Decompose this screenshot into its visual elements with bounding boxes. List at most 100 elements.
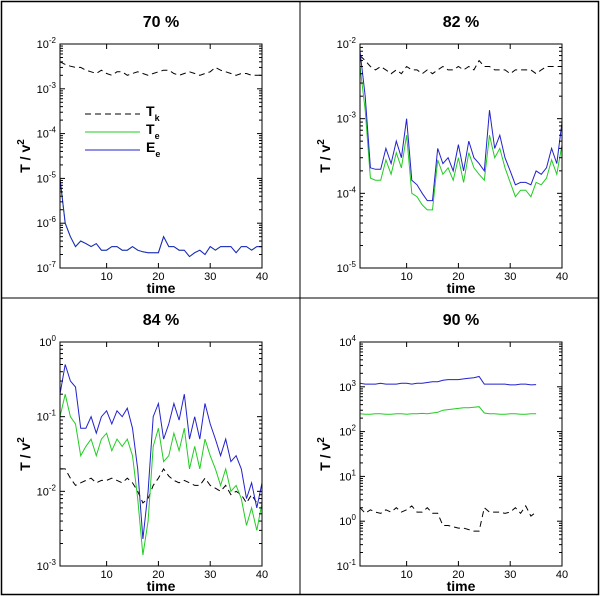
series-line (359, 504, 537, 532)
series-line (359, 375, 537, 386)
y-tick-exp: -2 (49, 36, 57, 45)
x-tick-label: 10 (400, 569, 412, 581)
y-tick-base: 10 (339, 516, 351, 528)
legend-sub: k (155, 113, 161, 123)
y-tick-label: 102 (339, 424, 356, 439)
y-axis-label-text: T / v (317, 145, 333, 173)
y-axis-label-text: T / v (317, 443, 333, 471)
y-tick-exp: -1 (349, 558, 357, 567)
legend-sub: e (155, 131, 160, 141)
x-tick-label: 40 (256, 271, 268, 283)
x-tick-label: 20 (152, 569, 164, 581)
panel: 70 %10-710-610-510-410-310-210 20 30 40time… (16, 14, 268, 296)
x-axis-label: time (147, 578, 176, 594)
y-tick-label: 103 (339, 379, 356, 394)
y-tick-exp: 0 (352, 513, 357, 522)
y-tick-base: 10 (337, 188, 349, 200)
y-axis-label-text: T / v (17, 443, 33, 471)
x-tick-label: 20 (152, 271, 164, 283)
y-tick-base: 10 (37, 263, 49, 275)
y-tick-exp: -2 (49, 483, 57, 492)
legend-label: Ee (146, 139, 160, 159)
series-line (359, 406, 537, 415)
x-tick-label: 10 (100, 271, 112, 283)
series-line (359, 55, 562, 75)
series-line (59, 178, 262, 258)
y-tick-label: 10-7 (37, 260, 57, 275)
legend-name: E (146, 139, 155, 155)
y-tick-base: 10 (37, 561, 49, 573)
series-line (359, 51, 563, 202)
x-tick-label: 10 (100, 569, 112, 581)
y-tick-base: 10 (337, 114, 349, 126)
y-tick-exp: -5 (349, 260, 357, 269)
plot-frame (359, 43, 563, 269)
y-tick-base: 10 (37, 39, 49, 51)
y-axis-label: T / v2 (316, 139, 333, 173)
x-tick-label: 40 (556, 569, 568, 581)
x-tick-label: 30 (504, 271, 516, 283)
x-tick-label: 40 (256, 569, 268, 581)
chart-title: 82 % (443, 14, 479, 31)
y-tick-label: 10-5 (337, 260, 357, 275)
x-axis-label: time (447, 578, 476, 594)
series-line (59, 394, 263, 556)
plot-frame (59, 43, 263, 269)
y-tick-exp: -7 (49, 260, 57, 269)
x-tick-label: 30 (204, 569, 216, 581)
y-tick-base: 10 (39, 337, 51, 349)
y-axis-label-sup: 2 (16, 139, 27, 145)
y-tick-label: 10-6 (37, 215, 57, 230)
y-tick-label: 10-4 (337, 185, 357, 200)
y-tick-exp: -1 (49, 409, 57, 418)
y-axis-label: T / v2 (316, 437, 333, 471)
chart-title: 84 % (143, 312, 179, 329)
x-tick-label: 30 (504, 569, 516, 581)
legend-label: Te (146, 121, 160, 141)
y-tick-base: 10 (37, 412, 49, 424)
series-line (59, 364, 263, 540)
y-tick-label: 10-2 (337, 36, 357, 51)
y-tick-base: 10 (339, 337, 351, 349)
x-tick-label: 40 (556, 271, 568, 283)
y-tick-base: 10 (339, 471, 351, 483)
y-tick-exp: 1 (352, 468, 357, 477)
y-tick-exp: -2 (349, 36, 357, 45)
plot-frame (59, 341, 263, 567)
y-tick-exp: -4 (349, 185, 357, 194)
y-tick-base: 10 (339, 382, 351, 394)
y-tick-label: 10-1 (337, 558, 357, 573)
y-tick-exp: -5 (49, 170, 57, 179)
y-tick-label: 10-1 (37, 409, 57, 424)
y-axis-label: T / v2 (16, 139, 33, 173)
y-tick-exp: -3 (349, 111, 357, 120)
y-tick-label: 10-3 (37, 81, 57, 96)
y-tick-base: 10 (337, 561, 349, 573)
legend-sub: e (155, 149, 160, 159)
y-axis-label-sup: 2 (316, 437, 327, 443)
y-tick-label: 10-2 (37, 36, 57, 51)
y-tick-label: 100 (339, 513, 356, 528)
y-tick-label: 104 (339, 334, 356, 349)
y-tick-label: 100 (39, 334, 56, 349)
y-tick-base: 10 (337, 263, 349, 275)
y-tick-base: 10 (37, 218, 49, 230)
y-tick-label: 10-3 (37, 558, 57, 573)
y-tick-exp: -3 (49, 81, 57, 90)
y-tick-exp: -3 (49, 558, 57, 567)
y-tick-label: 10-4 (37, 126, 57, 141)
x-tick-label: 20 (452, 271, 464, 283)
y-tick-base: 10 (339, 427, 351, 439)
legend-label: Tk (146, 103, 161, 123)
x-axis-label: time (447, 280, 476, 296)
x-tick-label: 20 (452, 569, 464, 581)
plot-frame (359, 341, 563, 567)
y-tick-exp: 0 (52, 334, 57, 343)
y-tick-exp: 4 (352, 334, 357, 343)
y-tick-label: 10-2 (37, 483, 57, 498)
y-tick-label: 10-5 (37, 170, 57, 185)
